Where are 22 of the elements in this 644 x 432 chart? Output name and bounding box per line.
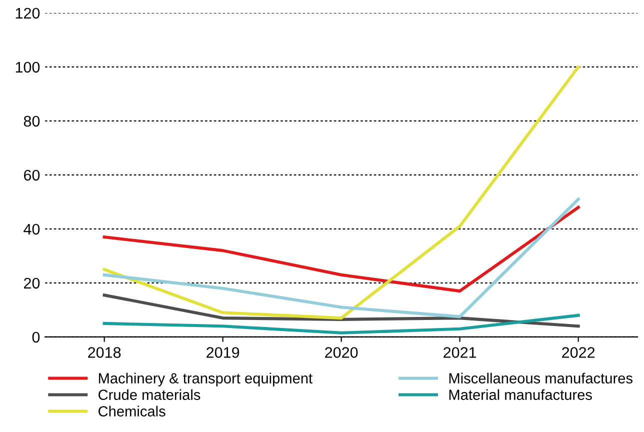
legend-label: Chemicals xyxy=(98,406,166,416)
y-tick-label: 100 xyxy=(16,62,40,73)
x-tick-label: 2021 xyxy=(444,347,476,358)
legend-label: Machinery & transport equipment xyxy=(98,372,312,386)
x-tick-label: 2022 xyxy=(562,347,595,358)
legend-label: Material manufactures xyxy=(449,389,592,400)
line-series xyxy=(102,294,580,328)
y-tick-label: 80 xyxy=(24,116,40,127)
y-tick-label: 0 xyxy=(32,332,40,343)
x-tick-label: 2020 xyxy=(325,347,358,358)
line-series xyxy=(102,65,580,320)
x-tick-label: 2019 xyxy=(206,347,240,358)
x-tick-label: 2018 xyxy=(88,347,121,358)
legend-label: Crude materials xyxy=(98,389,200,400)
legend-label: Miscellaneous manufactures xyxy=(449,372,632,384)
line-series xyxy=(102,198,580,318)
y-tick-label: 120 xyxy=(16,8,40,19)
line-series xyxy=(102,314,580,334)
y-tick-label: 20 xyxy=(24,278,40,289)
line-series xyxy=(102,206,580,293)
y-tick-label: 40 xyxy=(24,224,40,235)
y-tick-label: 60 xyxy=(24,170,40,181)
